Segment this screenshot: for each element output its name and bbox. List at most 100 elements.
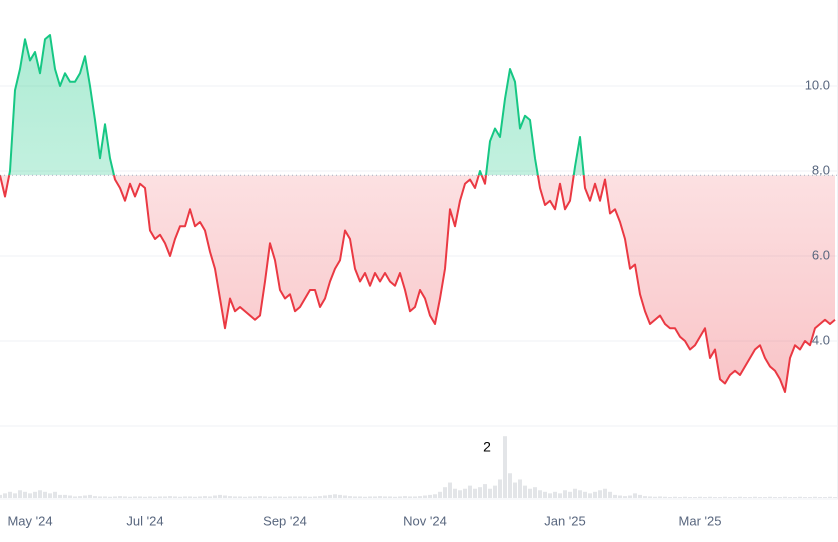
volume-bar bbox=[708, 496, 712, 498]
volume-bar bbox=[448, 482, 452, 498]
volume-bar bbox=[638, 494, 642, 498]
volume-bar bbox=[283, 496, 287, 498]
volume-bar bbox=[413, 496, 417, 498]
volume-bar bbox=[618, 495, 622, 498]
volume-bar bbox=[658, 496, 662, 498]
annotation: 2 bbox=[483, 439, 491, 455]
volume-bar bbox=[118, 496, 122, 498]
area-up bbox=[0, 35, 835, 176]
volume-bar bbox=[408, 496, 412, 498]
volume-bar bbox=[23, 491, 27, 498]
volume-bar bbox=[13, 493, 17, 498]
volume-bar bbox=[548, 493, 552, 498]
volume-bar bbox=[418, 496, 422, 498]
volume-bar bbox=[268, 496, 272, 498]
volume-bar bbox=[153, 496, 157, 498]
volume-bar bbox=[293, 496, 297, 498]
volume-bar bbox=[383, 496, 387, 498]
volume-bar bbox=[673, 496, 677, 498]
y-tick-label: 10.0 bbox=[805, 77, 830, 92]
volume-bar bbox=[18, 490, 22, 498]
volume-bar bbox=[158, 496, 162, 498]
volume-bar bbox=[738, 496, 742, 498]
volume-bar bbox=[668, 497, 672, 498]
volume-bar bbox=[63, 494, 67, 498]
volume-bar bbox=[253, 496, 257, 498]
volume-bar bbox=[323, 495, 327, 498]
volume-bar bbox=[0, 494, 2, 498]
volume-bar bbox=[378, 496, 382, 498]
volume-bar bbox=[123, 496, 127, 498]
volume-bar bbox=[678, 497, 682, 498]
volume-bar bbox=[483, 484, 487, 498]
volume-bar bbox=[103, 496, 107, 498]
volume-bar bbox=[313, 496, 317, 498]
y-tick-label: 8.0 bbox=[812, 162, 830, 177]
volume-bar bbox=[428, 494, 432, 498]
volume-bar bbox=[213, 495, 217, 498]
volume-bar bbox=[398, 496, 402, 498]
volume-bar bbox=[813, 496, 817, 498]
volume-bar bbox=[798, 496, 802, 498]
volume-bar bbox=[458, 490, 462, 498]
volume-bar bbox=[168, 496, 172, 498]
volume-bar bbox=[403, 496, 407, 498]
volume-bar bbox=[178, 496, 182, 498]
volume-bar bbox=[233, 496, 237, 498]
volume-bar bbox=[453, 488, 457, 498]
volume-bar bbox=[593, 491, 597, 498]
volume-bar bbox=[348, 496, 352, 498]
volume-bar bbox=[473, 488, 477, 498]
volume-bar bbox=[343, 495, 347, 498]
volume-bar bbox=[808, 497, 812, 498]
volume-bar bbox=[743, 497, 747, 498]
volume-bar bbox=[353, 496, 357, 498]
volume-bar bbox=[78, 496, 82, 498]
volume-bar bbox=[363, 496, 367, 498]
volume-bar bbox=[93, 496, 97, 498]
volume-bar bbox=[43, 491, 47, 498]
volume-bar bbox=[748, 497, 752, 498]
volume-bar bbox=[248, 496, 252, 498]
volume-bar bbox=[508, 473, 512, 498]
volume-bar bbox=[728, 497, 732, 498]
volume-bar bbox=[558, 493, 562, 498]
volume-bar bbox=[513, 482, 517, 498]
volume-bar bbox=[523, 485, 527, 498]
x-tick-label: Jul '24 bbox=[126, 513, 163, 528]
volume-bar bbox=[58, 494, 62, 498]
volume-bar bbox=[648, 496, 652, 498]
volume-bar bbox=[208, 496, 212, 498]
volume-bar bbox=[758, 497, 762, 498]
volume-bar bbox=[803, 497, 807, 498]
volume-bar bbox=[263, 496, 267, 498]
volume-bar bbox=[733, 497, 737, 498]
volume-bar bbox=[783, 496, 787, 498]
volume-bar bbox=[198, 496, 202, 498]
volume-bar bbox=[113, 496, 117, 498]
volume-bar bbox=[388, 496, 392, 498]
volume-bar bbox=[518, 479, 522, 498]
volume-bar bbox=[703, 497, 707, 498]
volume-bar bbox=[468, 485, 472, 498]
volume-bar bbox=[278, 496, 282, 498]
x-tick-label: Jan '25 bbox=[544, 513, 586, 528]
volume-bar bbox=[333, 494, 337, 498]
volume-bar bbox=[308, 496, 312, 498]
volume-bar bbox=[68, 495, 72, 498]
volume-bar bbox=[3, 493, 7, 498]
area-down bbox=[0, 175, 835, 392]
volume-bar bbox=[188, 496, 192, 498]
x-tick-label: Mar '25 bbox=[679, 513, 722, 528]
volume-bar bbox=[298, 496, 302, 498]
volume-bar bbox=[148, 496, 152, 498]
volume-bar bbox=[693, 497, 697, 498]
volume-bar bbox=[488, 488, 492, 498]
volume-bar bbox=[778, 497, 782, 498]
volume-bar bbox=[583, 491, 587, 498]
volume-bar bbox=[173, 496, 177, 498]
volume-bar bbox=[163, 496, 167, 498]
volume-bar bbox=[133, 496, 137, 498]
price-line-down bbox=[0, 175, 836, 393]
